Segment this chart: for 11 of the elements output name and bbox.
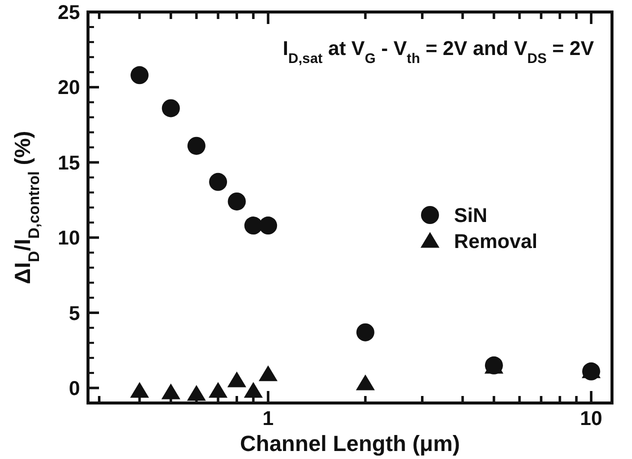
y-tick-label: 15 bbox=[58, 152, 80, 174]
y-tick-label: 20 bbox=[58, 77, 80, 100]
y-tick-label: 10 bbox=[58, 228, 80, 250]
x-tick-label: 1 bbox=[262, 408, 274, 430]
y-tick-label: 25 bbox=[58, 2, 80, 24]
text: I$_{D,sat}$ at V$_{G}$ - V$_{th}$ = 2V and V$_{DS}$ = 2V bbox=[282, 38, 594, 66]
x-axis-title: Channel Length (μm) bbox=[240, 431, 460, 456]
legend-label: SiN bbox=[454, 205, 488, 227]
y-tick-label: 0 bbox=[68, 378, 80, 400]
y-tick-label: 5 bbox=[68, 302, 80, 325]
legend-label: Removal bbox=[454, 231, 538, 253]
